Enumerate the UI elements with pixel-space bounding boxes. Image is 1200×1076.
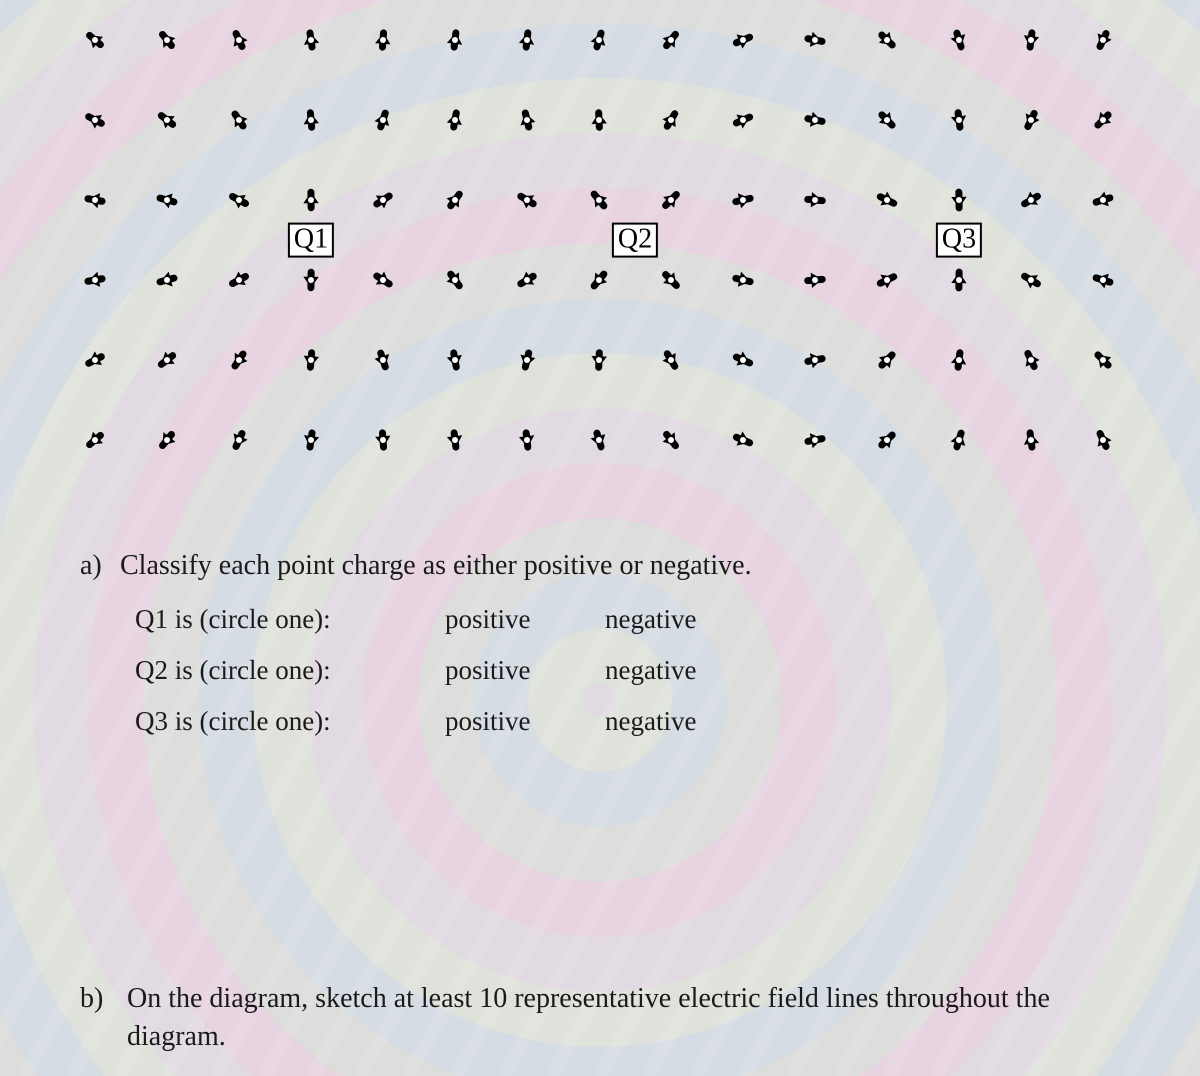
part-b-letter: b) xyxy=(80,980,120,1018)
charge-label-q1: Q1 xyxy=(288,223,334,258)
choice-row-q3: Q3 is (circle one):positivenegative xyxy=(135,706,1140,737)
choice-negative[interactable]: negative xyxy=(605,706,765,737)
part-a-prompt: Classify each point charge as either pos… xyxy=(120,550,1140,582)
choice-positive[interactable]: positive xyxy=(445,604,605,635)
vector-field-plot xyxy=(0,0,1200,500)
choice-label: Q1 is (circle one): xyxy=(135,604,445,635)
part-a-letter: a) xyxy=(80,550,120,582)
part-b-text: On the diagram, sketch at least 10 repre… xyxy=(127,980,1127,1056)
question-a-block: a) Classify each point charge as either … xyxy=(80,550,1140,757)
choice-negative[interactable]: negative xyxy=(605,655,765,686)
question-b-block: b) On the diagram, sketch at least 10 re… xyxy=(80,980,1140,1056)
choice-row-q1: Q1 is (circle one):positivenegative xyxy=(135,604,1140,635)
choice-positive[interactable]: positive xyxy=(445,655,605,686)
choice-negative[interactable]: negative xyxy=(605,604,765,635)
choice-label: Q2 is (circle one): xyxy=(135,655,445,686)
charge-label-q3: Q3 xyxy=(936,223,982,258)
choice-positive[interactable]: positive xyxy=(445,706,605,737)
charge-label-q2: Q2 xyxy=(612,223,658,258)
choice-row-q2: Q2 is (circle one):positivenegative xyxy=(135,655,1140,686)
choice-label: Q3 is (circle one): xyxy=(135,706,445,737)
